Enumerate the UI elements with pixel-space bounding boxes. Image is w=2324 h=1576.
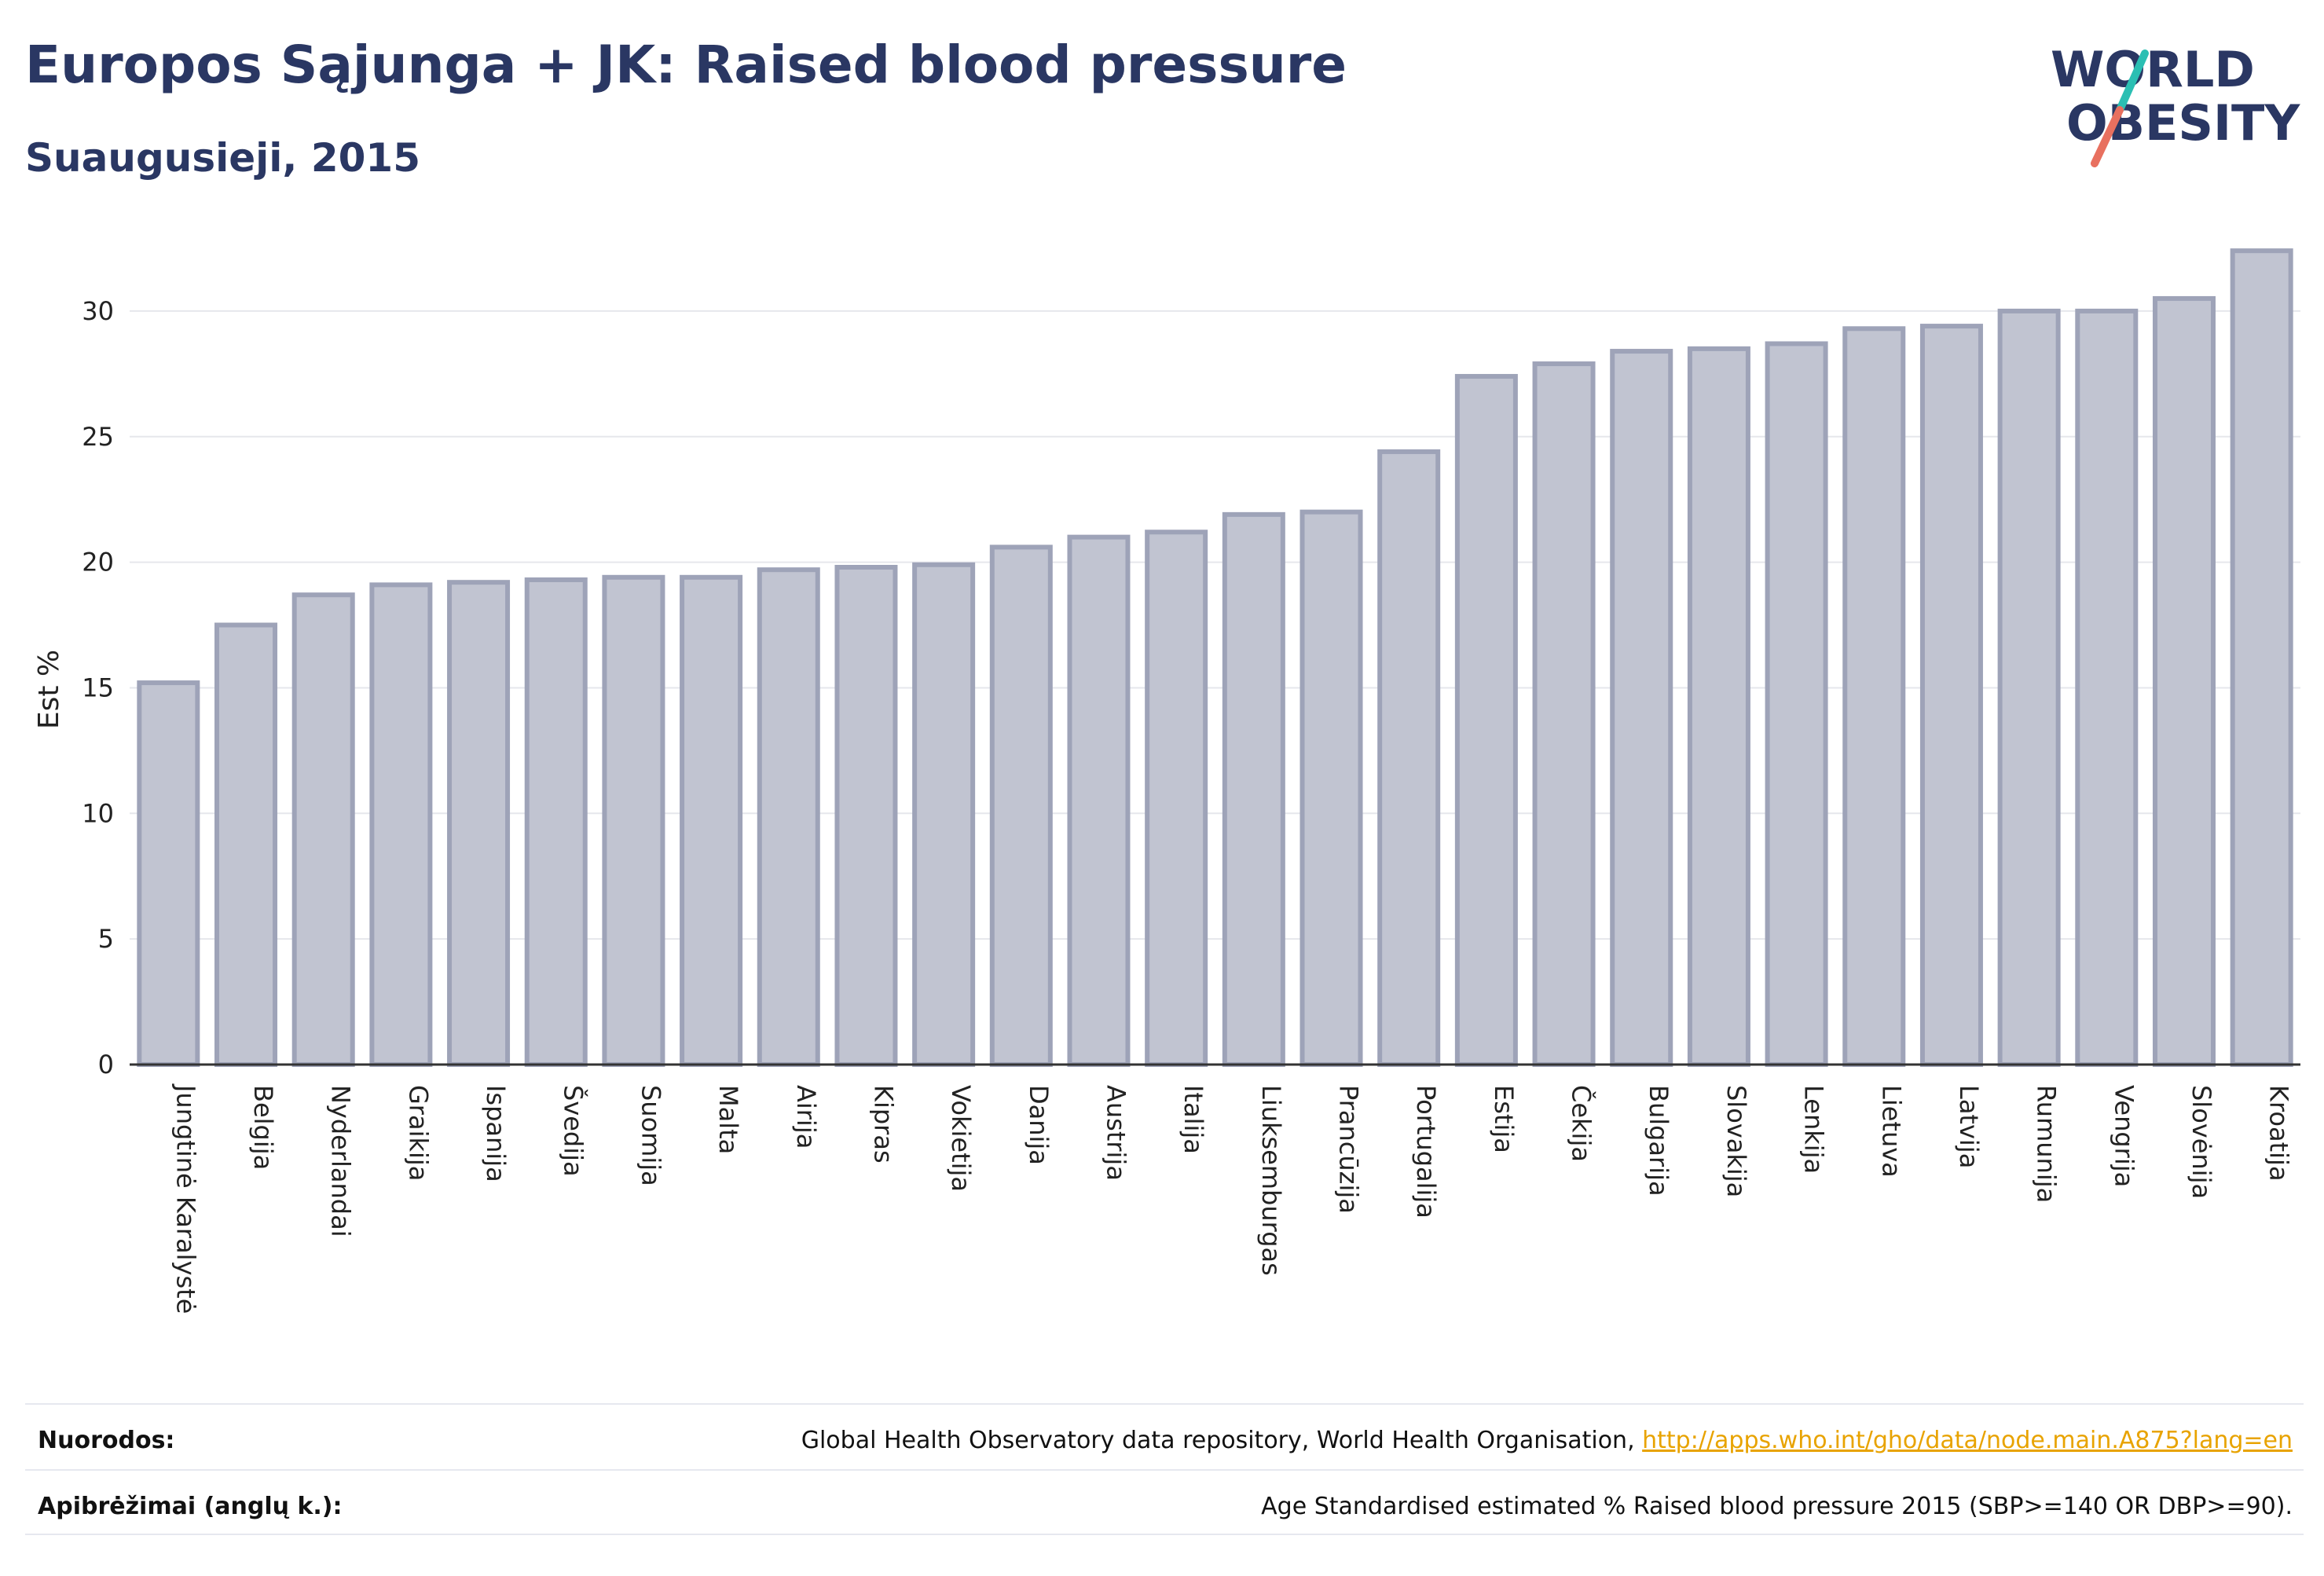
x-category-label: Slovakija: [1721, 1085, 1751, 1197]
bar[interactable]: [2230, 248, 2293, 1068]
logo-slash-coral: [2091, 106, 2124, 167]
x-category-label: Vokietija: [946, 1085, 976, 1192]
bars: [137, 248, 2293, 1068]
x-category-label: Kroatija: [2264, 1085, 2294, 1182]
x-category-label: Airija: [791, 1085, 821, 1149]
bar[interactable]: [912, 562, 976, 1067]
bar[interactable]: [1222, 511, 1285, 1067]
x-category-label: Austrija: [1101, 1085, 1131, 1181]
bar[interactable]: [1454, 374, 1518, 1068]
x-category-label: Kipras: [868, 1085, 898, 1164]
labels: 0 5 10 15 20 25 30 Jungtinė Karalystė Belgija Nyd…: [33, 296, 2294, 1314]
chart-title: Europos Sąjunga + JK: Raised blood press…: [25, 35, 1347, 95]
x-category-label: Bulgarija: [1644, 1085, 1673, 1197]
logo-slash-teal: [2116, 49, 2149, 114]
x-category-label: Liuksemburgas: [1256, 1085, 1286, 1276]
bar[interactable]: [1532, 361, 1596, 1067]
bar[interactable]: [1067, 534, 1131, 1067]
references-value: Global Health Observatory data repositor…: [801, 1427, 2293, 1454]
bar[interactable]: [447, 580, 511, 1067]
bar[interactable]: [214, 622, 278, 1067]
bar[interactable]: [1299, 509, 1363, 1067]
x-category-label: Lenkija: [1799, 1085, 1829, 1174]
x-category-label: Danija: [1024, 1085, 1054, 1165]
y-axis-title: Est %: [33, 650, 65, 729]
bar[interactable]: [1842, 326, 1906, 1067]
bar[interactable]: [680, 574, 743, 1067]
bar[interactable]: [1145, 530, 1208, 1067]
bar[interactable]: [1919, 324, 1983, 1068]
y-tick-label: 15: [82, 673, 114, 702]
x-category-label: Švedija: [559, 1085, 589, 1177]
bar[interactable]: [1610, 349, 1673, 1067]
x-category-label: Latvija: [1954, 1085, 1984, 1168]
bar[interactable]: [989, 544, 1053, 1067]
x-category-label: Graikija: [403, 1085, 433, 1181]
references-link[interactable]: http://apps.who.int/gho/data/node.main.A…: [1642, 1427, 2293, 1454]
x-category-label: Belgija: [248, 1085, 278, 1170]
definitions-value: Age Standardised estimated % Raised bloo…: [1261, 1493, 2293, 1520]
bar[interactable]: [602, 574, 665, 1067]
bar[interactable]: [137, 680, 200, 1067]
bar[interactable]: [2075, 308, 2139, 1067]
x-category-label: Jungtinė Karalystė: [170, 1083, 200, 1314]
bar[interactable]: [2152, 295, 2216, 1067]
bar[interactable]: [524, 577, 588, 1067]
bar[interactable]: [834, 565, 898, 1067]
bar[interactable]: [1765, 341, 1828, 1067]
bar[interactable]: [1687, 346, 1750, 1067]
y-tick-label: 10: [82, 798, 114, 828]
x-category-label: Čekija: [1567, 1085, 1597, 1162]
y-tick-label: 20: [82, 548, 114, 577]
x-category-label: Estija: [1489, 1085, 1519, 1153]
bar-chart: 0 5 10 15 20 25 30 Jungtinė Karalystė Belgija Nyd…: [33, 248, 2300, 1314]
bar[interactable]: [291, 592, 355, 1067]
x-category-label: Nyderlandai: [326, 1085, 356, 1237]
x-category-label: Ispanija: [481, 1085, 511, 1182]
bar[interactable]: [369, 582, 433, 1067]
x-category-label: Italija: [1178, 1085, 1208, 1154]
x-category-label: Suomija: [636, 1085, 665, 1186]
y-tick-label: 5: [98, 924, 114, 954]
bar[interactable]: [1997, 308, 2061, 1067]
references-text: Global Health Observatory data repositor…: [801, 1427, 1643, 1454]
x-category-label: Portugalija: [1411, 1085, 1441, 1219]
references-label: Nuorodos:: [38, 1427, 175, 1454]
y-tick-label: 25: [82, 422, 114, 452]
world-obesity-logo: WORLD OBESITY: [2051, 41, 2300, 167]
bar[interactable]: [757, 567, 820, 1067]
x-category-label: Rumunija: [2032, 1085, 2062, 1203]
x-category-label: Prancūzija: [1334, 1085, 1364, 1214]
footer-divider-top: [25, 1403, 2304, 1405]
x-category-label: Slovėnija: [2187, 1085, 2216, 1199]
logo-word-world: WORLD: [2051, 41, 2255, 98]
definitions-label: Apibrėžimai (anglų k.):: [38, 1493, 343, 1520]
footer-divider-bottom: [25, 1534, 2304, 1535]
chart-subtitle: Suaugusieji, 2015: [25, 135, 420, 181]
footer-divider-middle: [25, 1469, 2304, 1471]
x-category-label: Lietuva: [1876, 1085, 1906, 1178]
y-tick-label: 0: [98, 1050, 114, 1079]
x-category-label: Malta: [713, 1085, 743, 1154]
x-category-label: Vengrija: [2109, 1085, 2139, 1187]
bar[interactable]: [1377, 449, 1441, 1067]
y-tick-label: 30: [82, 296, 114, 326]
